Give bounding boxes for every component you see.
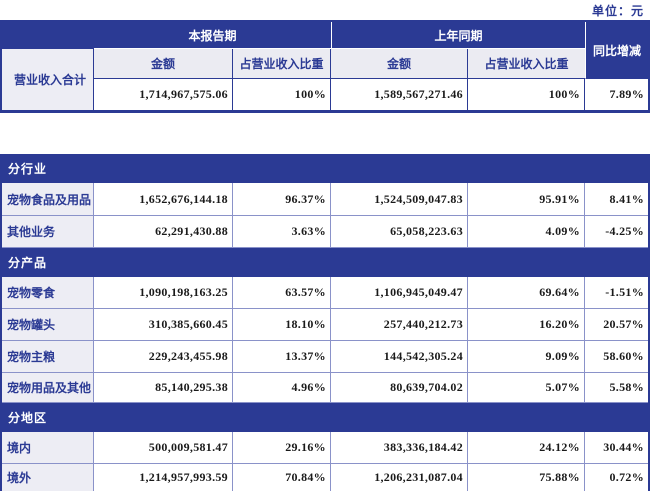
yoy-change: -4.25% [605, 224, 644, 238]
total-prior-share: 100% [468, 79, 585, 110]
current-amount: 62,291,430.88 [94, 216, 233, 247]
table-row: 境内 500,009,581.47 29.16% 383,336,184.42 … [2, 432, 648, 464]
prior-share: 75.88% [468, 464, 585, 491]
prior-amount: 65,058,223.63 [331, 216, 468, 247]
prior-amount: 1,106,945,049.47 [331, 277, 468, 308]
table-row: 宠物罐头 310,385,660.45 18.10% 257,440,212.7… [2, 309, 648, 341]
prior-share: 16.20% [468, 309, 585, 340]
current-share: 29.16% [233, 432, 331, 463]
prior-amount: 144,542,305.24 [331, 341, 468, 372]
row-label: 宠物食品及用品 [2, 183, 94, 215]
prior-share: 95.91% [468, 183, 585, 215]
current-amount: 310,385,660.45 [94, 309, 233, 340]
unit-label: 单位：元 [591, 4, 644, 18]
current-share: 96.37% [233, 183, 331, 215]
current-share: 13.37% [233, 341, 331, 372]
yoy-change: 30.44% [603, 440, 644, 454]
prior-amount: 1,206,231,087.04 [331, 464, 468, 491]
total-current-share: 100% [233, 79, 331, 110]
header-current-period: 本报告期 [94, 22, 331, 49]
row-label: 境内 [2, 432, 94, 463]
row-label: 宠物用品及其他 [2, 373, 94, 402]
header-prior-period: 上年同期 [331, 22, 585, 49]
table-row: 宠物主粮 229,243,455.98 13.37% 144,542,305.2… [2, 341, 648, 373]
current-amount: 1,090,198,163.25 [94, 277, 233, 308]
total-revenue-label: 营业收入合计 [2, 49, 94, 110]
total-prior-amount: 1,589,567,271.46 [331, 79, 468, 110]
yoy-change: -1.51% [605, 285, 644, 299]
row-label: 其他业务 [2, 216, 94, 247]
table-row: 其他业务 62,291,430.88 3.63% 65,058,223.63 4… [2, 216, 648, 248]
current-amount: 85,140,295.38 [94, 373, 233, 402]
current-amount: 1,214,957,993.59 [94, 464, 233, 491]
revenue-summary-table: 本报告期 上年同期 同比增减 营业收入合计 金额 占营业收入比重 金额 占营业收… [0, 20, 650, 113]
section-header-industry: 分行业 [2, 154, 648, 183]
subheader-share-prior: 占营业收入比重 [468, 49, 585, 79]
subheader-amount-current: 金额 [94, 49, 233, 79]
table-row: 境外 1,214,957,993.59 70.84% 1,206,231,087… [2, 464, 648, 491]
prior-share: 24.12% [468, 432, 585, 463]
row-label: 宠物主粮 [2, 341, 94, 372]
total-current-amount: 1,714,967,575.06 [94, 79, 233, 110]
current-share: 70.84% [233, 464, 331, 491]
current-share: 4.96% [233, 373, 331, 402]
table-row: 宠物用品及其他 85,140,295.38 4.96% 80,639,704.0… [2, 373, 648, 403]
current-share: 18.10% [233, 309, 331, 340]
current-amount: 1,652,676,144.18 [94, 183, 233, 215]
table-row: 宠物食品及用品 1,652,676,144.18 96.37% 1,524,50… [2, 183, 648, 216]
row-label: 境外 [2, 464, 94, 491]
current-amount: 229,243,455.98 [94, 341, 233, 372]
current-amount: 500,009,581.47 [94, 432, 233, 463]
corner-cell [2, 22, 94, 49]
yoy-change: 0.72% [609, 470, 644, 484]
row-label: 宠物罐头 [2, 309, 94, 340]
prior-amount: 383,336,184.42 [331, 432, 468, 463]
current-share: 63.57% [233, 277, 331, 308]
header-yoy-change: 同比增减 [585, 22, 648, 79]
subheader-amount-prior: 金额 [331, 49, 468, 79]
yoy-change: 20.57% [603, 317, 644, 331]
prior-amount: 1,524,509,047.83 [331, 183, 468, 215]
prior-amount: 80,639,704.02 [331, 373, 468, 402]
prior-share: 9.09% [468, 341, 585, 372]
total-yoy: 7.89% [585, 79, 648, 110]
subheader-share-current: 占营业收入比重 [233, 49, 331, 79]
prior-share: 5.07% [468, 373, 585, 402]
table-row: 宠物零食 1,090,198,163.25 63.57% 1,106,945,0… [2, 277, 648, 309]
section-header-product: 分产品 [2, 248, 648, 277]
prior-amount: 257,440,212.73 [331, 309, 468, 340]
yoy-change: 5.58% [609, 380, 644, 394]
yoy-change: 8.41% [609, 191, 644, 206]
yoy-change: 58.60% [603, 349, 644, 363]
row-label: 宠物零食 [2, 277, 94, 308]
prior-share: 4.09% [468, 216, 585, 247]
prior-share: 69.64% [468, 277, 585, 308]
revenue-breakdown-table: 分行业 宠物食品及用品 1,652,676,144.18 96.37% 1,52… [0, 154, 650, 491]
current-share: 3.63% [233, 216, 331, 247]
section-header-region: 分地区 [2, 403, 648, 432]
